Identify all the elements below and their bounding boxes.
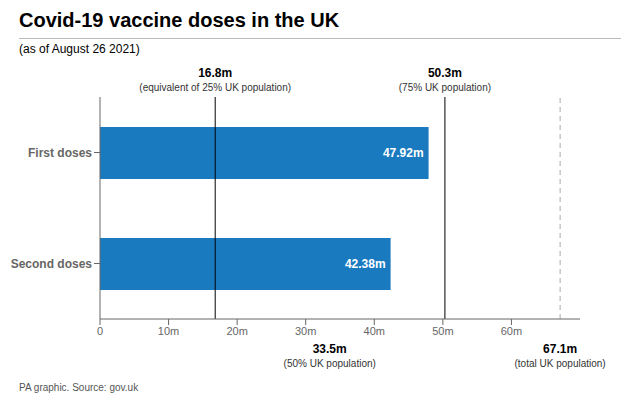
svg-text:(75% UK population): (75% UK population)	[399, 82, 491, 93]
svg-text:20m: 20m	[226, 325, 247, 337]
svg-text:67.1m: 67.1m	[543, 342, 577, 356]
svg-text:33.5m: 33.5m	[313, 342, 347, 356]
svg-text:Second doses: Second doses	[11, 257, 93, 271]
svg-text:10m: 10m	[158, 325, 179, 337]
svg-text:First doses: First doses	[28, 146, 92, 160]
svg-text:60m: 60m	[501, 325, 522, 337]
svg-text:50m: 50m	[432, 325, 453, 337]
html-text:PA graphic. Source: gov.uk: PA graphic. Source: gov.uk	[19, 382, 139, 393]
svg-text:(total UK population): (total UK population)	[515, 358, 606, 369]
html-text:Covid-19 vaccine doses in the: Covid-19 vaccine doses in the UK	[19, 9, 340, 31]
svg-text:16.8m: 16.8m	[198, 66, 232, 80]
svg-text:(50% UK population): (50% UK population)	[284, 358, 376, 369]
svg-text:50.3m: 50.3m	[428, 66, 462, 80]
html-text:(as of August 26 2021): (as of August 26 2021)	[19, 42, 140, 56]
svg-text:47.92m: 47.92m	[383, 146, 424, 160]
svg-text:(equivalent of 25% UK populati: (equivalent of 25% UK population)	[139, 82, 291, 93]
svg-text:30m: 30m	[295, 325, 316, 337]
svg-text:42.38m: 42.38m	[345, 257, 386, 271]
svg-text:0: 0	[97, 325, 103, 337]
svg-text:40m: 40m	[364, 325, 385, 337]
